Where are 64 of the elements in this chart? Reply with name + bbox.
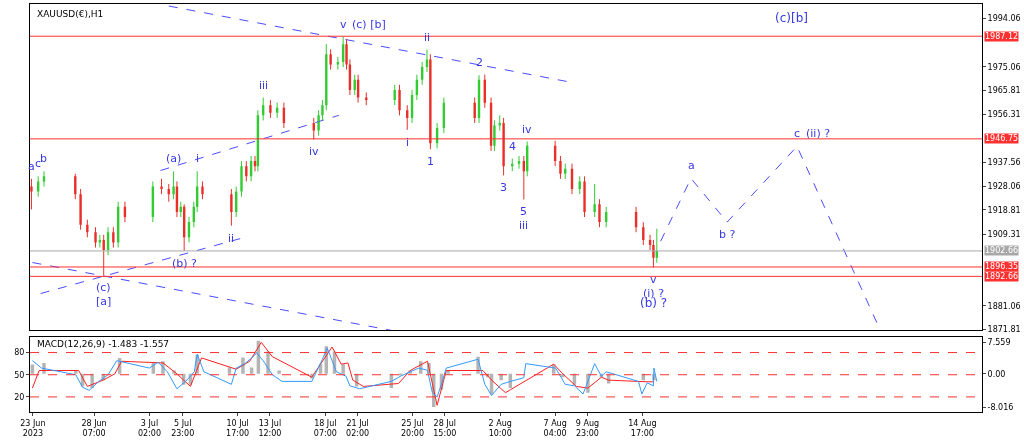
annotation: [a] bbox=[96, 295, 112, 308]
annotation: 3 bbox=[500, 181, 507, 194]
x-tick-label: 14 Aug 17:00 bbox=[628, 418, 657, 438]
y-tick-label: 1965.81 bbox=[987, 86, 1021, 96]
annotation: iii bbox=[259, 79, 269, 92]
annotation: iii bbox=[519, 219, 529, 232]
y-tick-label: 1881.06 bbox=[987, 301, 1021, 311]
y-tick-label: 1975.06 bbox=[987, 62, 1021, 72]
y-tick-label: 1928.06 bbox=[987, 182, 1021, 192]
annotation: (ii) ? bbox=[806, 127, 831, 140]
annotation: 2 bbox=[476, 56, 483, 69]
annotation: (b) ? bbox=[172, 257, 198, 270]
ref-line-label: 1892.66 bbox=[985, 272, 1019, 281]
text: XAUUSD(€),H1 bbox=[37, 9, 104, 19]
y-tick-label: -8.016 bbox=[987, 403, 1014, 413]
annotation: ii bbox=[228, 232, 235, 245]
x-tick-label: 3 Jul 02:00 bbox=[137, 418, 162, 438]
y-tick-label: 1909.31 bbox=[987, 229, 1021, 239]
ref-line-label: 1902.66 bbox=[985, 246, 1019, 255]
annotation: b bbox=[40, 152, 47, 165]
x-tick-label: 10 Jul 17:00 bbox=[226, 418, 250, 438]
annotation: 5 bbox=[520, 205, 527, 218]
annotation: (c)[b] bbox=[775, 11, 808, 25]
x-tick-label: 21 Jul 02:00 bbox=[346, 418, 370, 438]
y-tick-label: 0.00 bbox=[987, 369, 1006, 379]
x-tick-label: 7 Aug 04:00 bbox=[543, 418, 567, 438]
annotation: iv bbox=[309, 145, 320, 158]
y-tick-label: 7.559 bbox=[987, 337, 1011, 347]
y-tick-label: 1918.81 bbox=[987, 205, 1021, 215]
y-tick-label: 1956.31 bbox=[987, 110, 1021, 120]
ref-line-label: 1896.35 bbox=[985, 262, 1019, 271]
y-tick-label: 1994.06 bbox=[987, 14, 1021, 24]
y2-tick-label: 50 bbox=[14, 370, 25, 380]
x-tick-label: 28 Jun 07:00 bbox=[81, 418, 107, 438]
annotation: c bbox=[794, 127, 801, 140]
annotation: a bbox=[688, 159, 695, 172]
annotation: ii bbox=[424, 31, 431, 44]
annotation: b ? bbox=[719, 228, 736, 241]
x-tick-label: 23 Jun 2023 bbox=[20, 418, 46, 438]
annotation: i bbox=[406, 136, 410, 149]
chart-title: MACD(12,26,9) -1.483 -1.557 bbox=[37, 339, 170, 349]
x-tick-label: 9 Aug 23:00 bbox=[575, 418, 600, 438]
annotation: (a) bbox=[166, 152, 182, 165]
annotation: v bbox=[340, 18, 347, 31]
annotation: iv bbox=[522, 123, 533, 136]
x-tick-label: 2 Aug 10:00 bbox=[488, 418, 512, 438]
x-tick-label: 28 Jul 15:00 bbox=[433, 418, 457, 438]
x-tick-label: 5 Jul 23:00 bbox=[171, 418, 195, 438]
annotation: c bbox=[35, 157, 42, 170]
annotation: 4 bbox=[509, 140, 516, 153]
y-tick-label: 1871.81 bbox=[987, 325, 1021, 335]
y-tick-label: 1937.56 bbox=[987, 158, 1021, 168]
y2-tick-label: 20 bbox=[14, 392, 25, 402]
annotation: v bbox=[650, 273, 657, 286]
annotation: (c) bbox=[96, 281, 111, 294]
ref-line-label: 1987.12 bbox=[985, 32, 1019, 41]
x-tick-label: 18 Jul 07:00 bbox=[313, 418, 337, 438]
x-tick-label: 13 Jul 12:00 bbox=[258, 418, 282, 438]
x-tick-label: 25 Jul 20:00 bbox=[401, 418, 425, 438]
y2-tick-label: 80 bbox=[14, 348, 25, 358]
ref-line-label: 1946.75 bbox=[985, 134, 1019, 143]
annotation: 1 bbox=[427, 155, 434, 168]
annotation: (c) [b] bbox=[352, 18, 386, 31]
annotation: i bbox=[196, 152, 200, 165]
